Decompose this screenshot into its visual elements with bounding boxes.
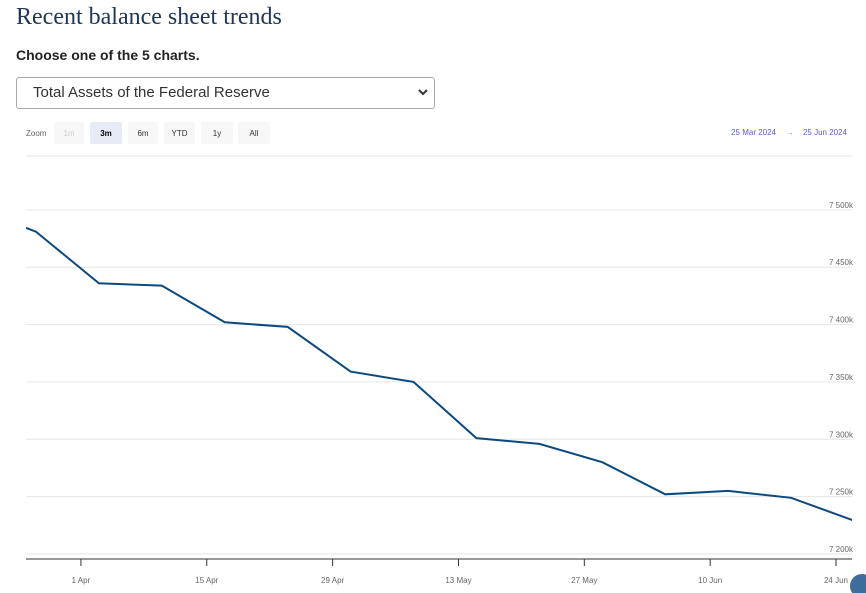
zoom-button[interactable]: All (238, 122, 270, 144)
range-arrow: → (786, 128, 794, 137)
y-tick-label: 7 300k (829, 430, 854, 439)
zoom-button[interactable]: YTD (164, 122, 195, 144)
x-tick-label: 1 Apr (72, 576, 91, 585)
zoom-button: 1m (54, 122, 84, 144)
range-from: 25 Mar 2024 (731, 128, 776, 137)
x-tick-label: 10 Jun (698, 576, 722, 585)
y-tick-label: 7 500k (829, 201, 854, 210)
zoom-button[interactable]: 1y (201, 122, 233, 144)
chart-select[interactable]: Total Assets of the Federal Reserve (16, 77, 435, 109)
zoom-button-label: 6m (137, 129, 148, 138)
x-tick-label: 13 May (445, 576, 471, 585)
zoom-button-label: 1m (63, 129, 74, 138)
zoom-button-bg (54, 122, 84, 144)
y-tick-label: 7 350k (829, 373, 854, 382)
zoom-button-label: 1y (213, 129, 221, 138)
data-line (26, 226, 852, 522)
zoom-label: Zoom (26, 129, 47, 138)
x-tick-label: 24 Jun (824, 576, 848, 585)
zoom-button-label: YTD (172, 129, 188, 138)
x-tick-label: 27 May (571, 576, 597, 585)
zoom-button-bg (201, 122, 233, 144)
x-tick-label: 15 Apr (195, 576, 218, 585)
range-to: 25 Jun 2024 (803, 128, 848, 137)
y-tick-label: 7 200k (829, 545, 854, 554)
y-tick-label: 7 400k (829, 316, 854, 325)
zoom-button-label: All (250, 129, 259, 138)
y-tick-label: 7 450k (829, 258, 854, 267)
zoom-button-bg (164, 122, 195, 144)
zoom-button-bg (238, 122, 270, 144)
select-value: Total Assets of the Federal Reserve (33, 84, 270, 101)
zoom-button-bg (90, 122, 122, 144)
page-title: Recent balance sheet trends (16, 4, 282, 30)
zoom-button-bg (128, 122, 158, 144)
zoom-button[interactable]: 3m (90, 122, 122, 144)
help-button[interactable] (850, 574, 866, 593)
zoom-button[interactable]: 6m (128, 122, 158, 144)
zoom-button-label: 3m (100, 129, 112, 138)
y-tick-label: 7 250k (829, 488, 854, 497)
prompt: Choose one of the 5 charts. (16, 47, 200, 63)
chevron (418, 89, 428, 96)
x-tick-label: 29 Apr (321, 576, 344, 585)
